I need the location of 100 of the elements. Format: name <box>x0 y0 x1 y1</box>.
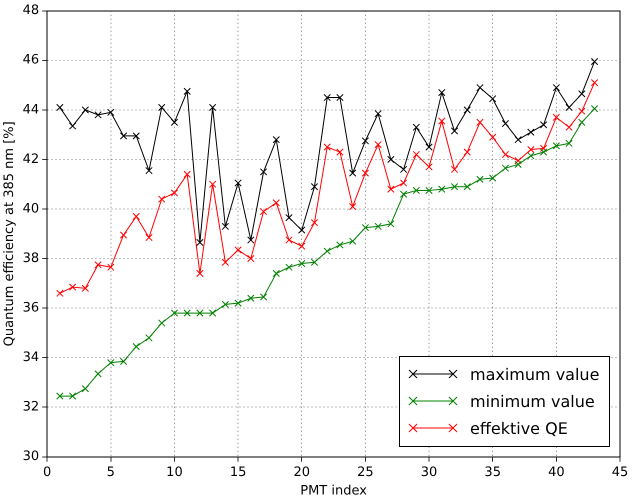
point <box>310 218 318 226</box>
legend-label: effektive QE <box>470 418 568 438</box>
point <box>285 264 293 271</box>
point <box>514 160 522 168</box>
x-tick-label: 25 <box>357 464 374 480</box>
point <box>476 118 484 126</box>
point <box>514 157 522 164</box>
point <box>324 143 331 151</box>
point <box>387 220 395 228</box>
point <box>502 120 510 128</box>
point <box>336 94 344 102</box>
point <box>489 174 496 182</box>
point <box>222 300 230 308</box>
point <box>362 169 370 177</box>
point <box>298 260 306 268</box>
point <box>222 222 230 230</box>
point <box>107 358 114 366</box>
y-tick-label: 42 <box>22 152 40 167</box>
point <box>489 133 496 141</box>
point <box>565 124 573 131</box>
point <box>464 183 471 190</box>
point <box>425 163 433 171</box>
point <box>336 241 344 249</box>
point <box>552 114 560 122</box>
point <box>196 238 204 246</box>
point <box>68 283 76 291</box>
point <box>310 258 318 266</box>
point <box>208 309 216 317</box>
point <box>324 247 331 255</box>
x-tick-label: 20 <box>293 464 310 480</box>
point <box>412 124 420 131</box>
point <box>298 242 306 250</box>
point <box>183 309 191 317</box>
point <box>132 132 140 140</box>
y-axis-title: Quantum efficiency at 385 nm [%] <box>2 121 18 346</box>
point <box>234 246 242 254</box>
point <box>82 284 90 292</box>
point <box>514 136 522 144</box>
point <box>578 118 586 126</box>
point <box>540 144 548 152</box>
point <box>540 148 548 156</box>
y-tick-label: 38 <box>22 250 40 266</box>
y-tick-label: 30 <box>22 449 40 464</box>
point <box>374 110 382 118</box>
point <box>348 169 356 177</box>
point <box>247 236 255 244</box>
y-tick-label: 46 <box>22 52 40 68</box>
point <box>196 270 204 278</box>
point <box>502 150 510 158</box>
point <box>56 104 64 112</box>
point <box>145 334 153 342</box>
point <box>590 78 598 86</box>
x-tick-label: 35 <box>484 464 501 480</box>
point <box>489 95 496 102</box>
point <box>272 199 280 207</box>
x-tick-label: 30 <box>420 464 438 480</box>
point <box>158 195 166 203</box>
point <box>578 107 586 115</box>
point <box>324 94 331 102</box>
point <box>183 170 191 178</box>
x-tick-label: 15 <box>230 464 246 480</box>
point <box>285 236 293 244</box>
point <box>234 299 242 307</box>
point <box>348 238 356 245</box>
point <box>527 152 535 160</box>
y-tick-label: 34 <box>22 350 40 366</box>
point <box>540 121 548 128</box>
x-tick-label: 40 <box>548 464 565 480</box>
point <box>464 148 471 156</box>
point <box>412 150 420 158</box>
x-axis-title: PMT index <box>300 484 368 499</box>
point <box>450 183 458 190</box>
point <box>260 208 268 216</box>
point <box>132 342 140 350</box>
x-tick-label: 10 <box>166 464 183 480</box>
x-tick-label: 45 <box>612 464 628 480</box>
point <box>120 231 128 239</box>
point <box>400 179 408 187</box>
point <box>68 122 76 130</box>
point <box>400 190 408 198</box>
point <box>387 186 395 193</box>
point <box>438 186 446 193</box>
point <box>476 84 484 92</box>
point <box>56 290 64 297</box>
point <box>170 309 178 317</box>
point <box>272 136 280 144</box>
point <box>310 183 318 190</box>
point <box>120 132 128 140</box>
y-tick-label: 48 <box>22 3 40 18</box>
point <box>450 166 458 174</box>
point <box>362 224 370 232</box>
point <box>82 106 90 114</box>
point <box>94 261 102 268</box>
x-tick-label: 0 <box>43 464 52 480</box>
point <box>183 88 191 96</box>
point <box>120 358 128 366</box>
point <box>502 164 510 172</box>
point <box>362 137 370 145</box>
legend-label: maximum value <box>470 364 600 384</box>
point <box>285 214 293 222</box>
